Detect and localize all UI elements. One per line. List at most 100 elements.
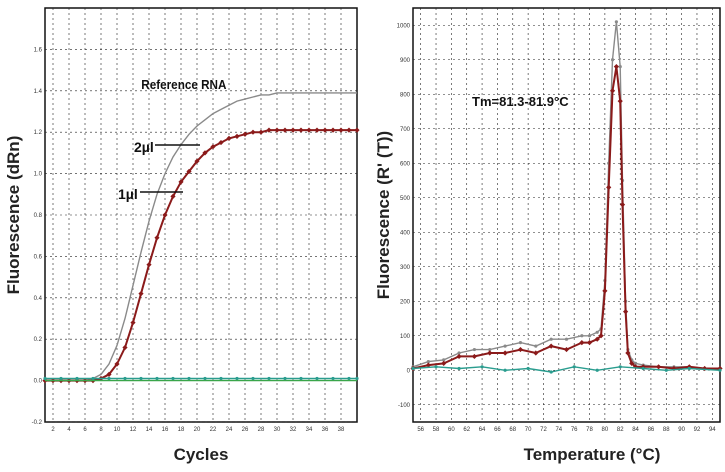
x-tick-label: 76 bbox=[571, 427, 578, 433]
data-point-2-l bbox=[614, 20, 618, 24]
x-tick-label: 60 bbox=[448, 427, 455, 433]
data-point-1-l bbox=[322, 127, 328, 133]
data-point-1-l bbox=[702, 365, 708, 372]
x-tick-label: 34 bbox=[306, 427, 313, 433]
y-tick-label: 500 bbox=[400, 196, 411, 202]
data-point-1-l bbox=[425, 362, 431, 368]
amplification-series bbox=[42, 92, 360, 384]
y-axis-title-r-prime-t: Fluorescence (R' (T)) bbox=[374, 131, 393, 299]
data-point-1-l bbox=[629, 360, 635, 366]
data-point-1-l bbox=[274, 127, 280, 133]
x-tick-label: 30 bbox=[274, 427, 281, 433]
data-point-1-l bbox=[186, 168, 192, 175]
data-point-control-a bbox=[59, 376, 63, 381]
data-point-control-a bbox=[267, 376, 271, 381]
data-point-1-l bbox=[354, 127, 360, 133]
data-point-control-a bbox=[187, 376, 191, 381]
x-tick-label: 16 bbox=[162, 427, 169, 433]
data-point-1-l bbox=[250, 129, 256, 135]
x-tick-label: 22 bbox=[210, 427, 217, 433]
data-point-1-l bbox=[218, 139, 224, 146]
data-point-2-l bbox=[564, 337, 569, 341]
data-point-2-l bbox=[587, 334, 592, 338]
data-point-1-l bbox=[146, 262, 152, 268]
data-point-2-l bbox=[534, 344, 538, 348]
data-point-control-a bbox=[251, 376, 255, 381]
data-point-1-l bbox=[586, 340, 593, 346]
x-tick-label: 12 bbox=[130, 427, 137, 433]
data-point-1-l bbox=[594, 336, 600, 342]
data-point-control bbox=[411, 366, 415, 371]
data-point-1-l bbox=[178, 179, 184, 185]
data-point-2-l bbox=[633, 361, 638, 365]
data-point-2-l bbox=[610, 58, 615, 62]
data-point-1-l bbox=[154, 235, 160, 241]
data-point-1-l bbox=[579, 340, 585, 346]
data-point-1-l bbox=[563, 346, 570, 353]
data-point-1-l bbox=[619, 202, 626, 208]
data-point-1-l bbox=[258, 129, 264, 135]
data-point-1-l bbox=[282, 127, 288, 133]
data-point-control bbox=[480, 365, 484, 369]
data-point-1-l bbox=[502, 350, 508, 356]
x-tick-label: 72 bbox=[540, 427, 547, 433]
annotation-1ul: 1µl bbox=[118, 186, 138, 202]
x-tick-label: 14 bbox=[146, 427, 153, 433]
x-tick-label: 92 bbox=[694, 427, 701, 433]
series-line-1-l bbox=[45, 129, 357, 382]
data-point-1-l bbox=[338, 127, 344, 133]
x-tick-label: 38 bbox=[338, 427, 345, 433]
data-point-1-l bbox=[606, 184, 612, 190]
x-tick-label: 68 bbox=[509, 427, 516, 433]
y-tick-label: 0.0 bbox=[34, 379, 43, 385]
data-point-control-a bbox=[299, 376, 303, 381]
data-point-1-l bbox=[625, 350, 631, 356]
data-point-1-l bbox=[170, 193, 176, 199]
x-tick-label: 56 bbox=[417, 427, 424, 433]
x-tick-label: 84 bbox=[632, 427, 639, 433]
x-tick-label: 18 bbox=[178, 427, 185, 433]
data-point-1-l bbox=[130, 320, 136, 326]
y-tick-label: 0.6 bbox=[34, 254, 43, 260]
data-point-1-l bbox=[686, 364, 692, 370]
data-point-1-l bbox=[598, 333, 604, 339]
data-point-control-a bbox=[203, 376, 207, 381]
x-tick-label: 86 bbox=[648, 427, 655, 433]
data-point-1-l bbox=[298, 127, 304, 133]
data-point-1-l bbox=[671, 365, 677, 372]
data-point-1-l bbox=[613, 64, 619, 70]
data-point-2-l bbox=[488, 347, 492, 352]
y-tick-label: 1.6 bbox=[34, 47, 43, 53]
series-line-2-l bbox=[45, 92, 357, 382]
melt-curve-series bbox=[410, 20, 723, 374]
data-point-1-l bbox=[456, 353, 462, 360]
data-point-control-a bbox=[91, 376, 95, 381]
data-point-control bbox=[503, 368, 507, 372]
x-tick-label: 74 bbox=[555, 427, 562, 433]
data-point-1-l bbox=[471, 353, 477, 360]
x-tick-label: 28 bbox=[258, 427, 265, 433]
y-tick-label: 600 bbox=[400, 161, 411, 167]
data-point-1-l bbox=[609, 88, 616, 94]
x-tick-label: 58 bbox=[433, 427, 440, 433]
data-point-1-l bbox=[533, 350, 539, 356]
data-point-control-a bbox=[43, 376, 47, 381]
x-tick-label: 32 bbox=[290, 427, 297, 433]
data-point-1-l bbox=[194, 158, 200, 164]
data-point-1-l bbox=[602, 288, 608, 294]
y-tick-label: 1.2 bbox=[34, 130, 43, 136]
data-point-2-l bbox=[457, 351, 461, 355]
data-point-1-l bbox=[234, 133, 240, 139]
data-point-1-l bbox=[548, 343, 554, 349]
x-tick-label: 64 bbox=[479, 427, 486, 433]
data-point-1-l bbox=[314, 127, 320, 133]
data-point-2-l bbox=[549, 337, 553, 341]
data-point-1-l bbox=[122, 344, 128, 351]
series-line-control bbox=[412, 366, 721, 373]
amplification-tick-labels: 2 4 6 8 10 12 14 16 18 20 22 24 26 28 30 32 34 36 38-0.20.… bbox=[32, 47, 345, 433]
data-point-1-l bbox=[306, 127, 312, 133]
data-point-1-l bbox=[114, 361, 120, 367]
data-point-1-l bbox=[640, 364, 646, 370]
data-point-control bbox=[718, 368, 722, 372]
